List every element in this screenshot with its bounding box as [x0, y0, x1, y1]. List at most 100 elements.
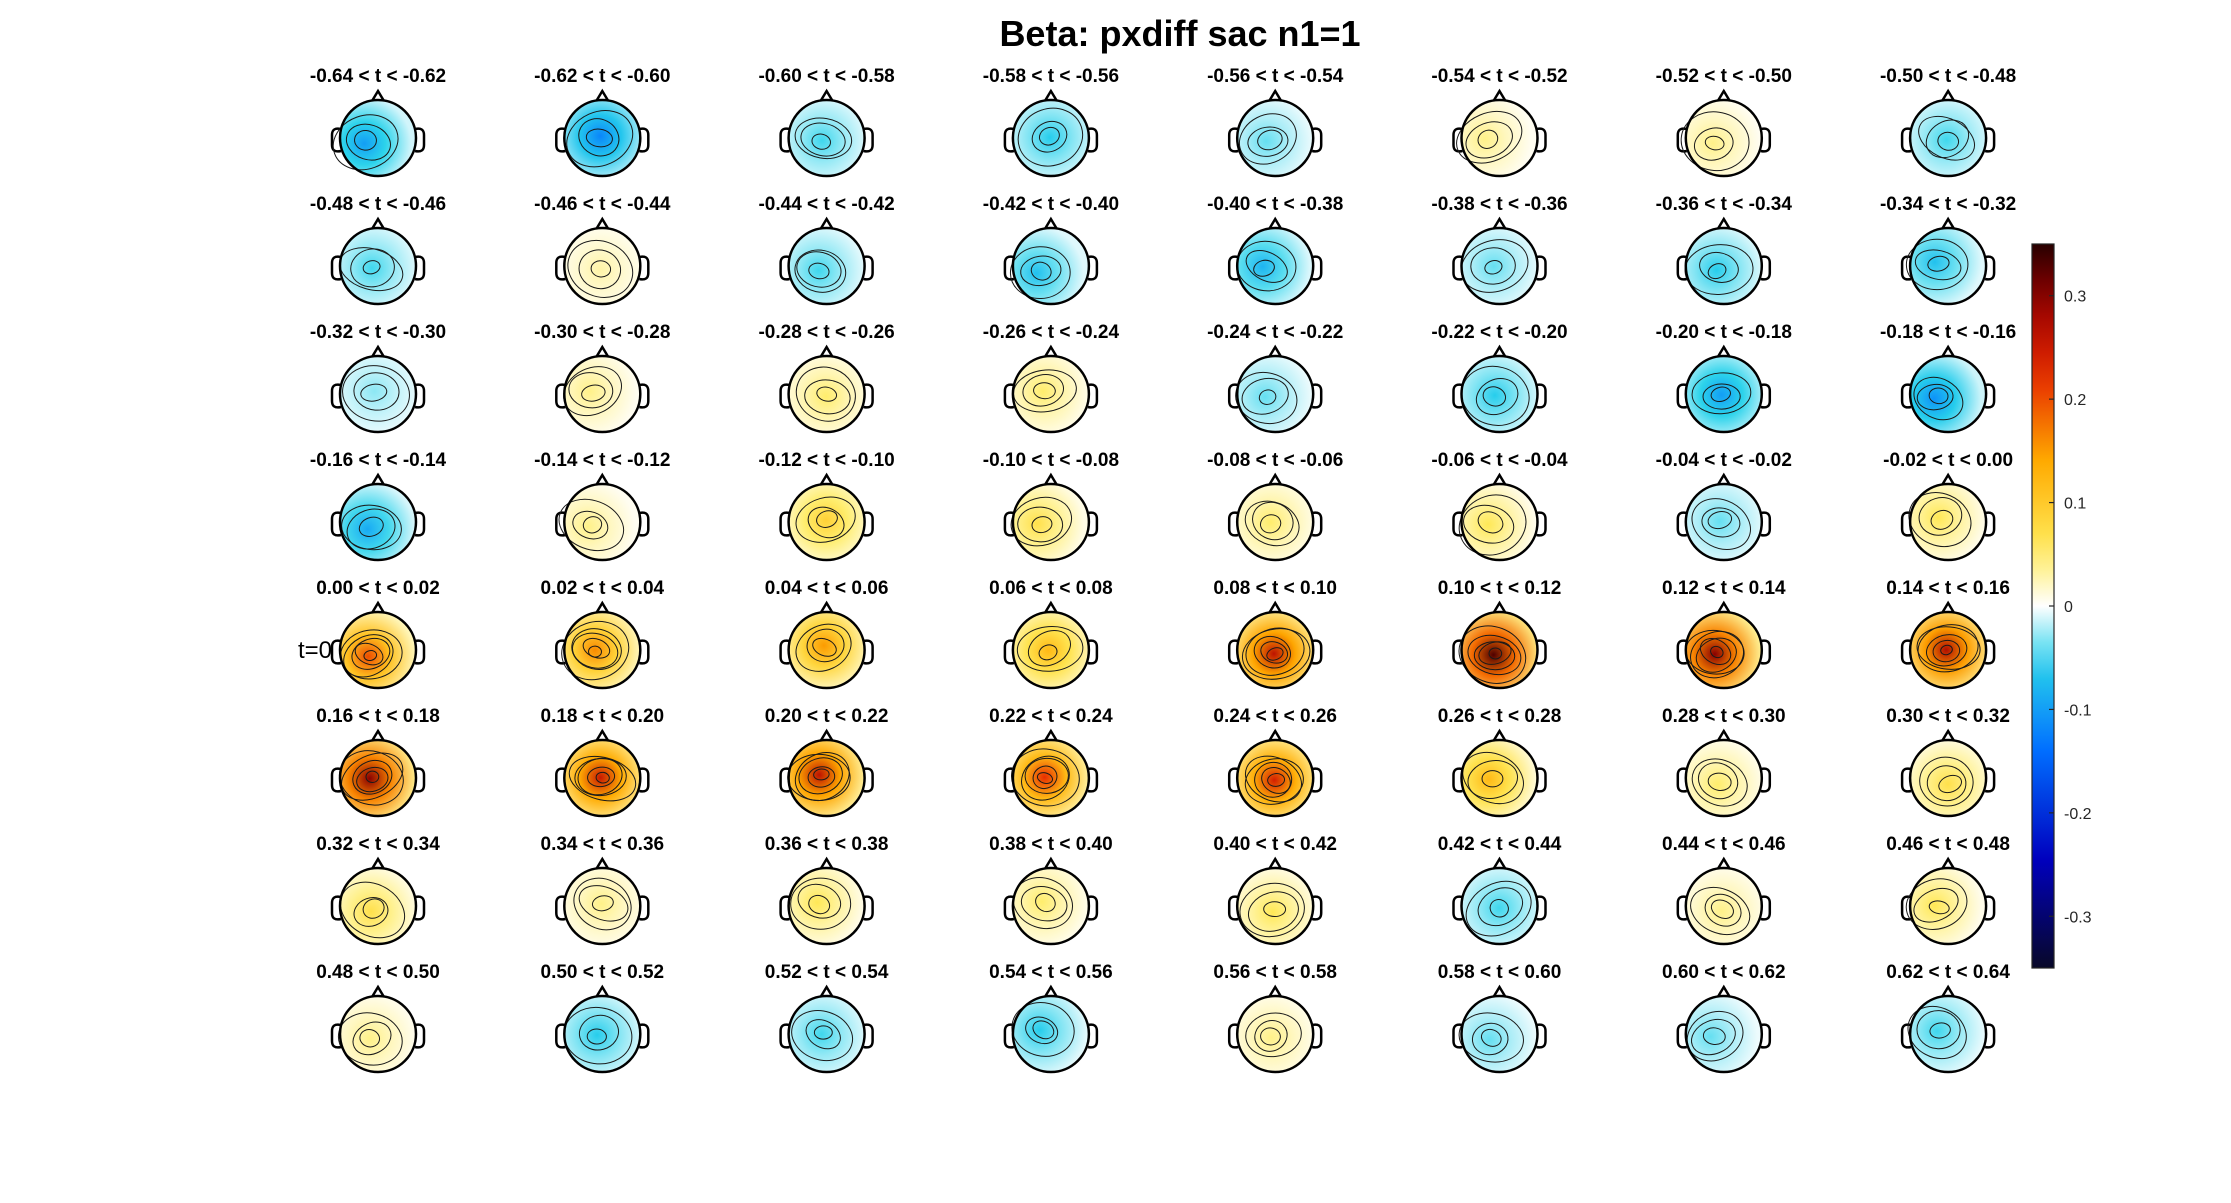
head-right-ear: [1536, 895, 1547, 921]
topography-panel: [1003, 728, 1099, 818]
contour-line: [811, 133, 831, 150]
contour-line: [1699, 251, 1739, 283]
contour-line: [1017, 506, 1064, 543]
panel-title: 0.12 < t < 0.14: [1662, 578, 1786, 599]
head-outline: [1460, 738, 1539, 818]
topography-panel: [1003, 600, 1099, 690]
contour-line: [796, 251, 842, 288]
head-left-ear: [1452, 127, 1463, 153]
scalp-map: [788, 100, 865, 176]
head-left-ear: [1452, 383, 1463, 409]
panel-title: -0.54 < t < -0.52: [1431, 66, 1567, 87]
contour-line: [1020, 886, 1068, 922]
panel-title: 0.36 < t < 0.38: [765, 834, 889, 855]
head-right-ear: [1536, 1023, 1547, 1049]
topography-panel: [1900, 472, 1996, 562]
head-nose: [370, 344, 386, 358]
head-outline: [1011, 738, 1091, 818]
contour-line: [1488, 647, 1503, 660]
topography-panel: [1452, 984, 1547, 1074]
head-right-ear: [1536, 127, 1547, 153]
panel-title: -0.10 < t < -0.08: [983, 450, 1119, 471]
head-right-ear: [863, 511, 874, 537]
contour-line: [1260, 641, 1289, 664]
contour-line: [1940, 644, 1953, 656]
head-outline: [1235, 98, 1315, 178]
colorbar-tick-label: 0: [2064, 599, 2073, 616]
contour-line: [1489, 899, 1509, 918]
topography-panel: [1452, 216, 1547, 306]
panel-title: -0.62 < t < -0.60: [534, 66, 670, 87]
scalp-map: [340, 612, 416, 688]
scalp-map: [340, 868, 416, 944]
head-right-ear: [1311, 255, 1323, 281]
head-left-ear: [1900, 639, 1912, 665]
head-nose: [819, 984, 834, 998]
head-left-ear: [779, 255, 790, 281]
head-outline: [1235, 738, 1315, 818]
head-left-ear: [1900, 511, 1912, 537]
contour-line: [1481, 770, 1504, 788]
topography-panel: [1227, 472, 1323, 562]
head-nose: [1941, 88, 1956, 102]
topography-panel: [1227, 216, 1323, 306]
head-nose: [819, 472, 834, 486]
head-right-ear: [1536, 767, 1547, 793]
panel-title: 0.46 < t < 0.48: [1886, 834, 2010, 855]
head-left-ear: [1676, 895, 1688, 921]
head-right-ear: [1984, 511, 1996, 537]
head-outline: [1460, 354, 1539, 434]
contour-line: [806, 628, 845, 663]
topography-panel: [1676, 344, 1772, 434]
panel-title: -0.38 < t < -0.36: [1431, 194, 1567, 215]
head-left-ear: [779, 895, 790, 921]
contour-line: [586, 1028, 607, 1045]
panel-title: -0.64 < t < -0.62: [310, 66, 446, 87]
head-outline: [1011, 226, 1091, 306]
head-nose: [370, 728, 386, 742]
head-right-ear: [1760, 127, 1772, 153]
topography-panel: [1452, 600, 1547, 690]
panel-title: 0.16 < t < 0.18: [316, 706, 440, 727]
panel-title: 0.40 < t < 0.42: [1213, 834, 1337, 855]
head-right-ear: [863, 255, 874, 281]
head-left-ear: [1900, 127, 1912, 153]
head-outline: [338, 482, 418, 562]
head-right-ear: [639, 1023, 650, 1049]
contour-line: [1010, 496, 1073, 547]
head-nose: [819, 88, 834, 102]
contour-line: [568, 755, 637, 802]
topography-panel: [555, 728, 650, 818]
contour-line: [1710, 645, 1724, 659]
contour-line: [572, 632, 619, 669]
head-left-ear: [1676, 383, 1688, 409]
topography-panel: [1452, 472, 1547, 562]
contour-line: [1704, 135, 1725, 151]
head-outline: [1235, 354, 1315, 434]
head-right-ear: [1984, 639, 1996, 665]
contour-line: [1702, 383, 1741, 410]
topography-panel: [1227, 984, 1323, 1074]
panel-title: 0.54 < t < 0.56: [989, 962, 1113, 983]
head-right-ear: [1087, 255, 1099, 281]
head-outline: [563, 610, 642, 690]
head-right-ear: [414, 255, 426, 281]
head-left-ear: [330, 511, 342, 537]
head-nose: [1716, 856, 1731, 870]
head-right-ear: [414, 767, 426, 793]
head-nose: [1941, 984, 1956, 998]
contour-line: [1020, 255, 1062, 287]
contour-line: [1470, 247, 1516, 285]
head-left-ear: [1227, 895, 1239, 921]
head-left-ear: [1676, 127, 1688, 153]
scalp-map: [1685, 356, 1762, 432]
contour-line: [1907, 1005, 1967, 1060]
topography-panel: [1452, 88, 1547, 178]
head-right-ear: [1311, 767, 1323, 793]
head-outline: [1460, 866, 1539, 946]
panel-title: 0.52 < t < 0.54: [765, 962, 889, 983]
head-right-ear: [1760, 255, 1772, 281]
topography-panel: [1227, 728, 1323, 818]
colorbar-tick-label: -0.3: [2064, 909, 2092, 926]
